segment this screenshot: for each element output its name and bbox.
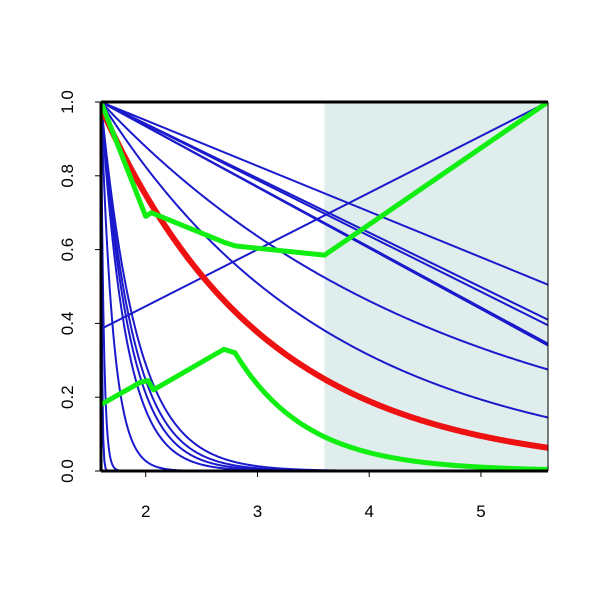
y-tick-label: 0.8: [58, 164, 77, 188]
x-tick-label: 3: [253, 502, 262, 521]
series-line-blue-6: [101, 102, 548, 419]
y-tick-label: 0.4: [58, 312, 77, 336]
series-line-blue-5: [101, 102, 548, 371]
y-tick-label: 0.6: [58, 238, 77, 262]
series-line-blue-2: [101, 102, 548, 327]
x-tick-label: 5: [476, 502, 485, 521]
series-line-red-15: [101, 106, 548, 451]
y-tick-label: 0.2: [58, 385, 77, 409]
series-line-blue-4: [101, 102, 548, 347]
y-tick-label: 0.0: [58, 459, 77, 483]
series-line-green-16: [101, 102, 548, 258]
shaded-region: [324, 102, 548, 471]
series-line-blue-7: [101, 102, 548, 330]
y-tick-label: 1.0: [58, 90, 77, 114]
series-line-green-17: [101, 346, 548, 471]
x-tick-label: 4: [364, 502, 373, 521]
x-tick-label: 2: [141, 502, 150, 521]
series-line-blue-0: [101, 102, 548, 286]
